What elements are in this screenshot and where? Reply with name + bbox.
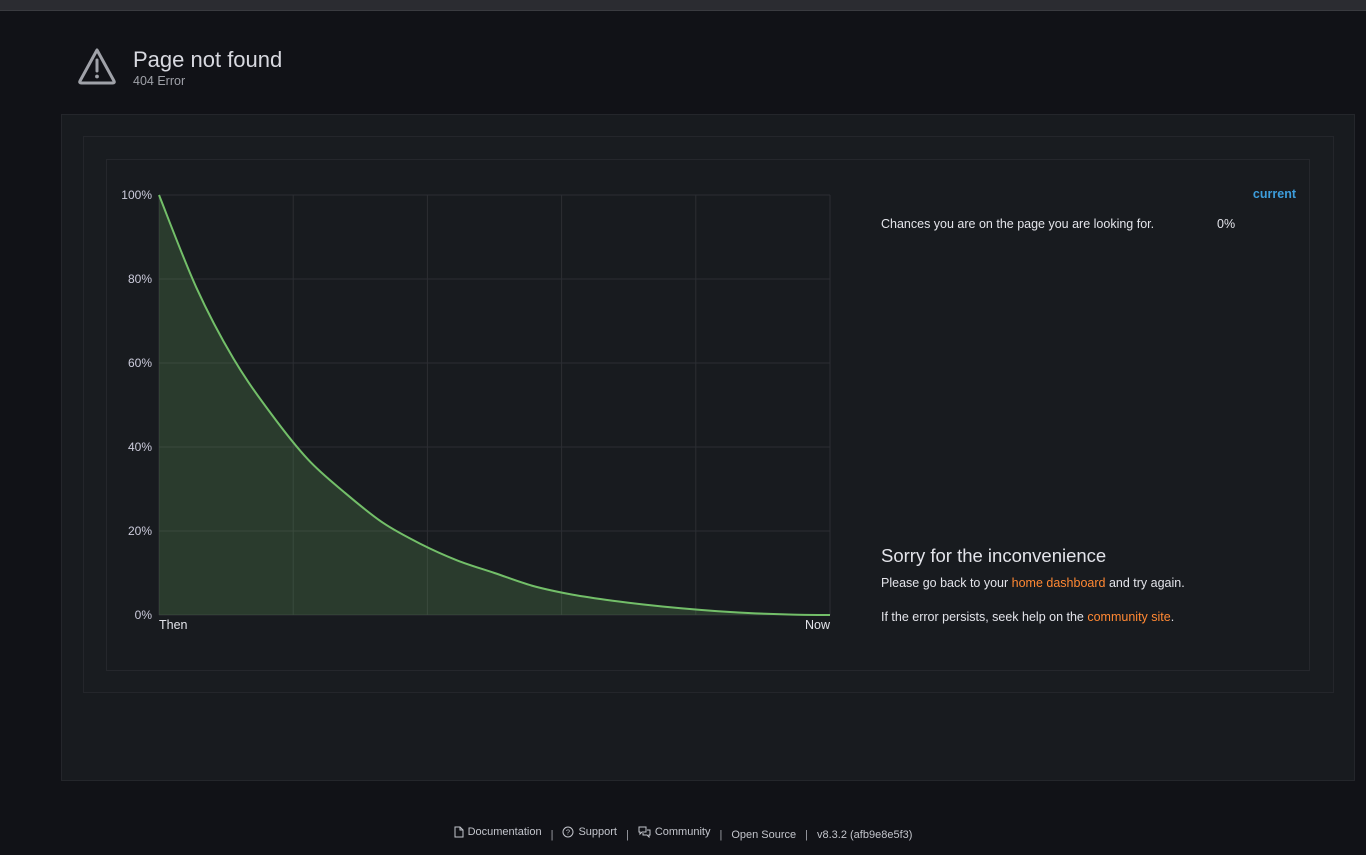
sorry-heading: Sorry for the inconvenience bbox=[881, 545, 1107, 566]
page-subtitle: 404 Error bbox=[133, 74, 186, 88]
legend-series-name[interactable]: Chances you are on the page you are look… bbox=[881, 217, 1155, 231]
footer-open-source-link[interactable]: Open Source bbox=[731, 829, 797, 841]
legend-column-current[interactable]: current bbox=[1252, 187, 1296, 201]
home-dashboard-link[interactable]: home dashboard bbox=[1011, 576, 1106, 590]
legend-series-value: 0% bbox=[1217, 217, 1236, 231]
error-persists-text: If the error persists, seek help on the … bbox=[881, 610, 1175, 624]
footer-support-link[interactable]: ? Support bbox=[562, 826, 617, 838]
y-tick-label: 100% bbox=[121, 188, 152, 202]
footer: Documentation | ? Support | Community | … bbox=[0, 826, 1366, 841]
series-line bbox=[158, 194, 831, 616]
x-axis-labels: Then Now bbox=[159, 618, 831, 632]
chances-chart: 0% 20% 40% 60% 80% 100% Then Now bbox=[121, 188, 831, 632]
chart-grid bbox=[158, 194, 831, 616]
error-panel bbox=[106, 159, 1310, 671]
x-label-now: Now bbox=[805, 618, 831, 632]
y-tick-label: 40% bbox=[128, 440, 152, 454]
y-tick-label: 0% bbox=[135, 608, 153, 622]
top-bar bbox=[0, 0, 1366, 11]
y-axis-ticks: 0% 20% 40% 60% 80% 100% bbox=[121, 188, 152, 622]
document-icon bbox=[454, 826, 464, 838]
footer-community-link[interactable]: Community bbox=[638, 826, 710, 838]
x-label-then: Then bbox=[159, 618, 188, 632]
community-site-link[interactable]: community site bbox=[1087, 610, 1171, 624]
page-title: Page not found bbox=[133, 47, 283, 72]
y-tick-label: 20% bbox=[128, 524, 152, 538]
footer-version: v8.3.2 (afb9e8e5f3) bbox=[817, 829, 913, 841]
y-tick-label: 80% bbox=[128, 272, 152, 286]
series-area-fill bbox=[159, 195, 830, 615]
svg-text:?: ? bbox=[566, 828, 570, 837]
chart-area bbox=[158, 194, 831, 616]
question-circle-icon: ? bbox=[562, 826, 574, 838]
go-back-text: Please go back to your home dashboard an… bbox=[881, 576, 1185, 590]
comments-icon bbox=[638, 826, 651, 838]
legend-row[interactable]: Chances you are on the page you are look… bbox=[881, 217, 1241, 235]
y-tick-label: 60% bbox=[128, 356, 152, 370]
footer-documentation-link[interactable]: Documentation bbox=[454, 826, 542, 838]
warning-triangle-icon bbox=[78, 48, 116, 85]
